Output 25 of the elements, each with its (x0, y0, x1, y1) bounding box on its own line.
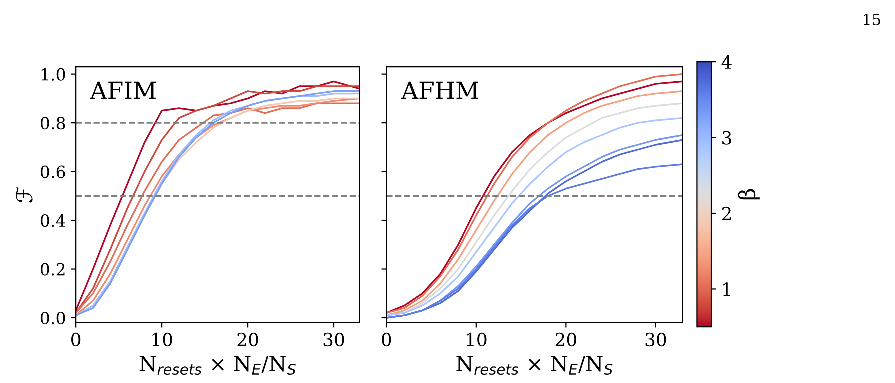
color-bar-label: 1 (723, 282, 730, 296)
x-tick-label: 0 (382, 332, 392, 347)
y-tick-label: 0.6 (40, 166, 66, 178)
y-tick-label: 0.8 (40, 117, 66, 130)
color-bar-title: β (738, 189, 760, 200)
color-bar-label: 4 (722, 56, 732, 69)
annotation: AFIM (90, 82, 156, 100)
color-bar-label: 2 (722, 206, 731, 220)
x-tick-label: 10 (152, 332, 172, 347)
y-tick-label: 1.0 (42, 68, 66, 81)
annotation: AFHM (401, 82, 478, 100)
x-tick-label: 20 (556, 332, 576, 347)
x-tick-label: 10 (467, 332, 487, 347)
x-tick-label: 30 (324, 332, 344, 347)
y-tick-label: 0.2 (40, 263, 65, 276)
x-tick-label: 30 (646, 332, 666, 347)
x-axis-title: N$_{resets}$ × N$_{E}$/N$_{S}$ (140, 356, 296, 376)
y-tick-label: 0.0 (40, 312, 66, 325)
x-tick-label: 0 (72, 332, 81, 347)
text: 15 (864, 14, 880, 26)
y-axis-title: ℱ (16, 186, 33, 203)
color-bar-label: 3 (722, 131, 732, 145)
y-tick-label: 0.4 (40, 214, 66, 228)
x-tick-label: 20 (238, 332, 258, 347)
x-axis-title: N$_{resets}$ × N$_{E}$/N$_{S}$ (456, 356, 613, 376)
